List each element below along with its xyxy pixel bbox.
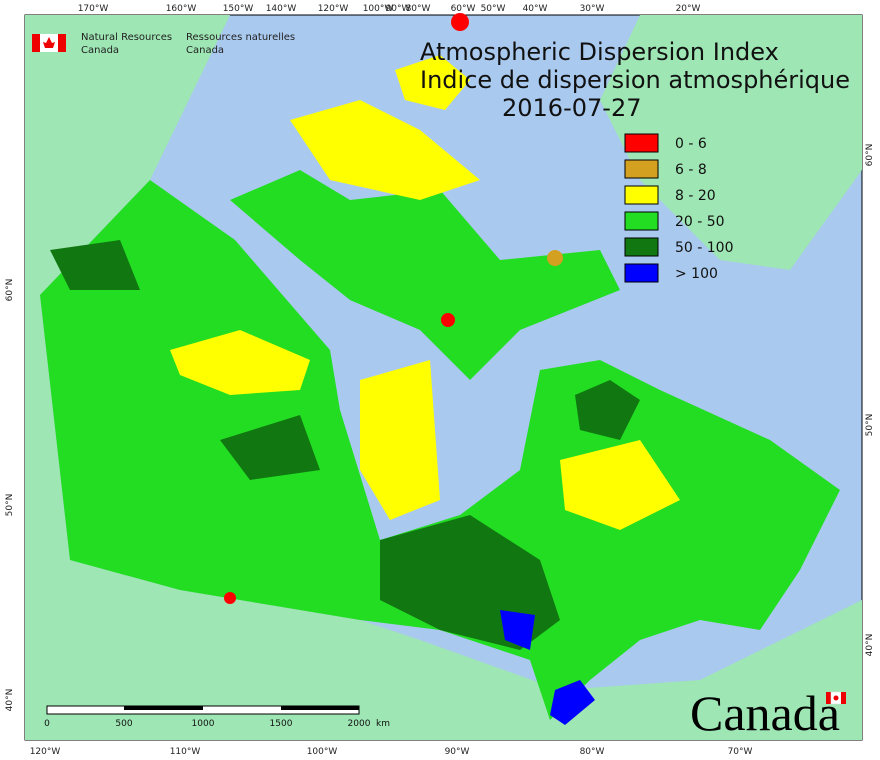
flag-bar xyxy=(58,34,66,52)
zone-yellow xyxy=(360,360,440,520)
wordmark: Canada xyxy=(690,685,840,741)
graticule-label: 100°W xyxy=(363,4,394,14)
flag-bar xyxy=(841,692,846,704)
graticule-label: 50°N xyxy=(865,414,875,437)
graticule-label: 120°W xyxy=(30,747,61,757)
canada-mainland xyxy=(40,180,840,720)
scale-label: 2000 xyxy=(348,719,371,729)
graticule-label: 90°W xyxy=(445,747,470,757)
zone-blue xyxy=(550,680,595,725)
graticule-label: 40°W xyxy=(523,4,548,14)
zone-dark-green xyxy=(220,415,320,480)
zone-blue xyxy=(500,610,535,650)
legend-label: 8 - 20 xyxy=(675,188,716,204)
agency-fr: Ressources naturelles xyxy=(186,32,295,43)
zone-yellow xyxy=(395,55,470,110)
graticule-label: 20°W xyxy=(676,4,701,14)
graticule-label: 80°W xyxy=(580,747,605,757)
legend-label: 50 - 100 xyxy=(675,240,734,256)
legend-label: 0 - 6 xyxy=(675,136,707,152)
scale-unit: km xyxy=(376,719,390,729)
graticule-label: 140°W xyxy=(266,4,297,14)
legend-swatch xyxy=(624,263,659,283)
agency-en: Canada xyxy=(81,45,119,56)
agency-en: Natural Resources xyxy=(81,32,172,43)
zone-dark-green xyxy=(50,240,140,290)
scale-label: 1500 xyxy=(270,719,293,729)
zone-yellow xyxy=(560,440,680,530)
graticule-label: 170°W xyxy=(78,4,109,14)
graticule-label: 110°W xyxy=(170,747,201,757)
graticule-label: 150°W xyxy=(223,4,254,14)
scale-segment xyxy=(281,706,359,710)
scale-label: 0 xyxy=(44,719,50,729)
zone-red xyxy=(451,13,469,31)
legend-swatch xyxy=(624,185,659,205)
graticule-label: 40°N xyxy=(865,634,875,657)
flag-leaf xyxy=(43,37,55,48)
graticule-label: 60°W xyxy=(451,4,476,14)
title-en: Atmospheric Dispersion Index xyxy=(420,38,779,66)
zone-orange xyxy=(547,250,563,266)
scale-segment xyxy=(124,706,203,710)
graticule-label: 40°N xyxy=(5,689,15,712)
graticule-label: 90°W xyxy=(386,4,411,14)
agency-fr: Canada xyxy=(186,45,224,56)
legend-swatch xyxy=(624,211,659,231)
arctic-islands xyxy=(230,170,620,380)
scale-label: 500 xyxy=(115,719,132,729)
greenland xyxy=(600,15,862,270)
basemap xyxy=(25,13,862,740)
legend-label: 20 - 50 xyxy=(675,214,725,230)
wordmark-flag xyxy=(826,691,846,705)
flag-bar xyxy=(32,34,40,52)
legend-label: > 100 xyxy=(675,266,718,282)
flag-leaf xyxy=(833,695,839,701)
zone-yellow xyxy=(170,330,310,395)
graticule-label: 80°W xyxy=(406,4,431,14)
scale-bar-graphic xyxy=(46,705,360,715)
graticule-label: 120°W xyxy=(318,4,349,14)
alaska xyxy=(25,15,230,300)
usa xyxy=(25,295,862,740)
flag-bar xyxy=(826,692,831,704)
graticule-label: 50°N xyxy=(5,494,15,517)
title-fr: Indice de dispersion atmosphérique xyxy=(420,66,850,94)
graticule-label: 160°W xyxy=(166,4,197,14)
zone-red xyxy=(441,313,455,327)
legend-label: 6 - 8 xyxy=(675,162,707,178)
scale-label: 1000 xyxy=(192,719,215,729)
graticule-label: 60°N xyxy=(865,144,875,167)
canada-flag xyxy=(32,34,66,52)
graticule-label: 60°N xyxy=(5,279,15,302)
zone-dark-green xyxy=(575,380,640,440)
graticule-label: 100°W xyxy=(307,747,338,757)
date: 2016-07-27 xyxy=(502,94,641,122)
legend-swatch xyxy=(624,159,659,179)
zone-red xyxy=(224,592,236,604)
graticule-label: 30°W xyxy=(580,4,605,14)
legend-swatch xyxy=(624,133,659,153)
legend-swatch xyxy=(624,237,659,257)
zone-yellow xyxy=(290,100,480,200)
graticule-label: 50°W xyxy=(481,4,506,14)
graticule-label: 70°W xyxy=(728,747,753,757)
